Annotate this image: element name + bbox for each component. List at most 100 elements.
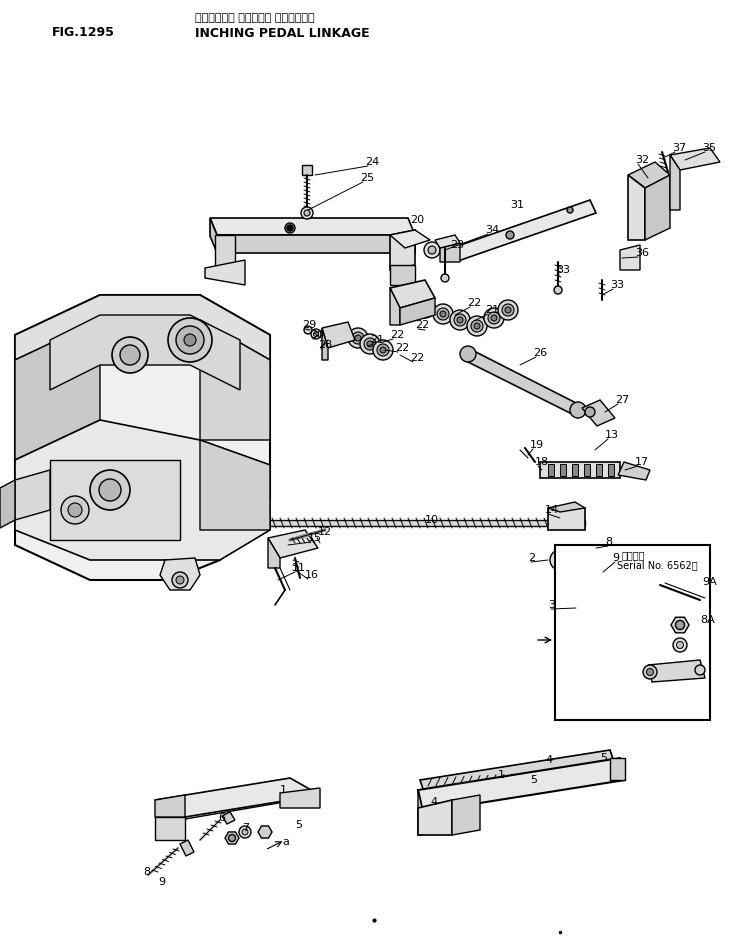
Polygon shape xyxy=(235,520,585,526)
Circle shape xyxy=(90,470,130,510)
Circle shape xyxy=(422,305,428,311)
Circle shape xyxy=(441,274,449,282)
Polygon shape xyxy=(390,265,415,285)
Circle shape xyxy=(457,317,463,323)
Polygon shape xyxy=(670,155,680,210)
Polygon shape xyxy=(155,785,296,823)
Polygon shape xyxy=(215,235,235,270)
Circle shape xyxy=(239,826,251,838)
Polygon shape xyxy=(280,788,320,808)
Circle shape xyxy=(555,555,565,565)
Text: 34: 34 xyxy=(485,225,499,235)
Text: 16: 16 xyxy=(305,570,319,580)
Circle shape xyxy=(676,642,684,648)
Polygon shape xyxy=(15,470,50,520)
Polygon shape xyxy=(628,175,645,240)
Polygon shape xyxy=(582,400,615,426)
Polygon shape xyxy=(390,280,435,308)
Text: 28: 28 xyxy=(318,340,333,350)
Bar xyxy=(548,464,554,476)
Polygon shape xyxy=(205,260,245,285)
Bar xyxy=(596,464,602,476)
Circle shape xyxy=(646,668,653,676)
Text: 5: 5 xyxy=(600,753,607,763)
Polygon shape xyxy=(435,235,460,248)
Text: a: a xyxy=(282,837,289,847)
Polygon shape xyxy=(645,175,670,240)
Polygon shape xyxy=(0,480,15,528)
Polygon shape xyxy=(322,322,355,348)
Bar xyxy=(584,464,590,476)
Circle shape xyxy=(491,315,497,321)
Polygon shape xyxy=(225,832,239,844)
Circle shape xyxy=(364,338,376,350)
Circle shape xyxy=(570,402,586,418)
Circle shape xyxy=(314,331,318,337)
Text: 18: 18 xyxy=(535,457,549,467)
Text: 9: 9 xyxy=(612,553,619,563)
Text: 22: 22 xyxy=(410,353,424,363)
Polygon shape xyxy=(302,165,312,175)
Text: 1: 1 xyxy=(498,770,505,780)
Circle shape xyxy=(61,496,89,524)
Circle shape xyxy=(373,340,393,360)
Text: a: a xyxy=(168,570,175,580)
Circle shape xyxy=(287,225,293,231)
Circle shape xyxy=(184,334,196,346)
Circle shape xyxy=(471,320,483,332)
Text: 11: 11 xyxy=(292,563,306,573)
Circle shape xyxy=(301,207,313,219)
Text: 9: 9 xyxy=(158,877,165,887)
Text: 5: 5 xyxy=(530,775,537,785)
Circle shape xyxy=(502,304,514,316)
Text: 22: 22 xyxy=(395,343,409,353)
Circle shape xyxy=(419,302,431,314)
Circle shape xyxy=(176,326,204,354)
Circle shape xyxy=(424,242,440,258)
Circle shape xyxy=(505,307,511,313)
Polygon shape xyxy=(548,502,585,512)
Text: 25: 25 xyxy=(360,173,374,183)
Polygon shape xyxy=(390,230,415,270)
Text: 33: 33 xyxy=(610,280,624,290)
Circle shape xyxy=(440,311,446,317)
Circle shape xyxy=(120,345,140,365)
Circle shape xyxy=(348,328,368,348)
Text: 14: 14 xyxy=(545,505,559,515)
Text: 30: 30 xyxy=(310,330,324,340)
Polygon shape xyxy=(610,758,625,780)
Circle shape xyxy=(99,479,121,501)
Circle shape xyxy=(228,835,235,841)
Text: 24: 24 xyxy=(365,157,379,167)
Polygon shape xyxy=(268,538,280,568)
Circle shape xyxy=(460,346,476,362)
Text: 31: 31 xyxy=(510,200,524,210)
Circle shape xyxy=(695,665,705,675)
Polygon shape xyxy=(670,148,720,170)
Text: 19: 19 xyxy=(530,440,544,450)
Text: 27: 27 xyxy=(615,395,629,405)
Circle shape xyxy=(380,347,386,353)
Circle shape xyxy=(304,210,310,216)
Circle shape xyxy=(554,286,562,294)
Text: 22: 22 xyxy=(467,298,482,308)
Circle shape xyxy=(437,308,449,320)
Polygon shape xyxy=(155,795,185,817)
Circle shape xyxy=(498,300,518,320)
Circle shape xyxy=(311,329,321,339)
Polygon shape xyxy=(15,420,270,560)
Text: 8: 8 xyxy=(605,537,612,547)
Polygon shape xyxy=(418,758,625,812)
Polygon shape xyxy=(200,320,270,440)
Text: 22: 22 xyxy=(390,330,404,340)
Circle shape xyxy=(352,332,364,344)
Text: 1: 1 xyxy=(280,785,287,795)
Polygon shape xyxy=(589,546,601,552)
Text: 9A: 9A xyxy=(702,577,717,587)
Text: 20: 20 xyxy=(410,215,424,225)
Text: 33: 33 xyxy=(556,265,570,275)
Polygon shape xyxy=(420,750,616,798)
Circle shape xyxy=(112,337,148,373)
Bar xyxy=(608,464,614,476)
Circle shape xyxy=(172,572,188,588)
